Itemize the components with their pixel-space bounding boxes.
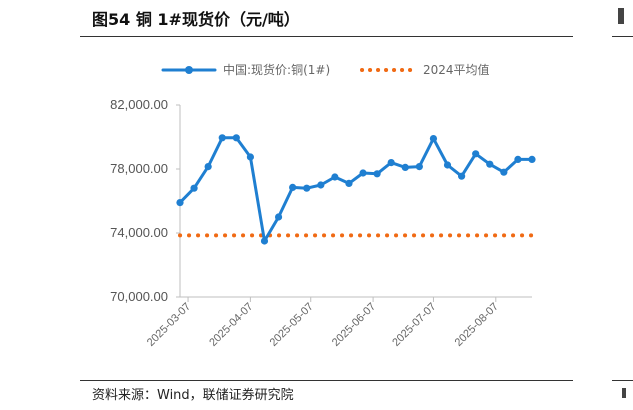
x-tick-label: 2025-08-07 xyxy=(453,301,501,349)
data-point xyxy=(500,168,508,176)
adjacent-figure-divider xyxy=(612,36,633,37)
y-tick-label: 70,000.00 xyxy=(110,289,168,304)
data-point xyxy=(190,184,198,192)
adjacent-figure-divider-bottom xyxy=(612,380,633,381)
data-point xyxy=(331,173,339,181)
data-point xyxy=(528,155,536,163)
chart-title: 图54 铜 1#现货价（元/吨） xyxy=(92,10,300,29)
data-point xyxy=(274,213,283,221)
data-point xyxy=(176,199,184,207)
data-point xyxy=(401,163,409,171)
y-tick-label: 82,000.00 xyxy=(110,97,168,112)
data-point xyxy=(289,183,297,191)
x-tick-label: 2025-05-07 xyxy=(268,301,316,349)
data-point xyxy=(246,153,254,161)
x-tick-label: 2025-06-07 xyxy=(330,301,378,349)
y-tick-label: 74,000.00 xyxy=(110,225,168,240)
data-point xyxy=(443,161,452,169)
data-point xyxy=(458,172,466,180)
x-tick-label: 2025-03-07 xyxy=(145,301,193,349)
data-point xyxy=(204,163,212,171)
data-point xyxy=(359,169,367,177)
data-point xyxy=(218,134,226,142)
y-tick-label: 78,000.00 xyxy=(110,161,168,176)
data-point xyxy=(415,163,423,171)
x-tick-label: 2025-04-07 xyxy=(207,301,255,349)
y-axis: 70,000.00 74,000.00 78,000.00 82,000.00 xyxy=(110,97,181,304)
x-tick-label: 2025-07-07 xyxy=(390,301,438,349)
data-point xyxy=(472,150,480,158)
legend-label-copper: 中国:现货价:铜(1#) xyxy=(223,62,330,77)
data-point xyxy=(429,135,438,143)
adjacent-figure-fragment-bottom xyxy=(622,388,626,398)
legend-label-average: 2024平均值 xyxy=(423,62,490,77)
legend-marker-copper xyxy=(185,66,193,74)
data-point xyxy=(260,237,269,245)
data-point xyxy=(373,170,381,178)
series-layer xyxy=(176,134,536,245)
data-point xyxy=(486,160,494,168)
series-line-copy-spot-price xyxy=(178,136,534,243)
data-point xyxy=(345,179,353,187)
source-divider xyxy=(80,380,573,381)
data-point xyxy=(303,184,311,192)
data-point xyxy=(514,155,522,163)
data-point xyxy=(317,181,325,189)
title-divider xyxy=(80,36,573,37)
data-point xyxy=(387,159,395,167)
x-axis: 2025-03-07 2025-04-07 2025-05-07 2025-06-07… xyxy=(145,296,532,349)
data-point xyxy=(232,134,240,142)
adjacent-figure-fragment xyxy=(618,8,624,24)
legend: 中国:现货价:铜(1#) 2024平均值 xyxy=(161,62,490,77)
source-note: 资料来源：Wind，联储证券研究院 xyxy=(92,388,294,403)
